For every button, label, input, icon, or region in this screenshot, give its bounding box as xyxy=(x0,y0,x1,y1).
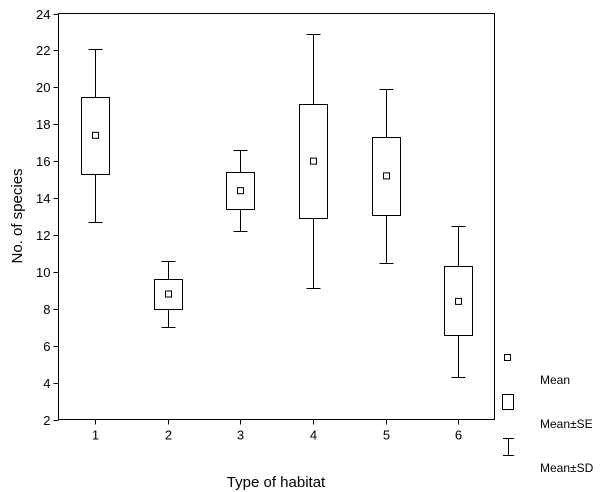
x-axis-title: Type of habitat xyxy=(227,474,326,491)
box-group-5 xyxy=(372,89,401,264)
legend-mean-label: Mean xyxy=(540,373,570,387)
y-tick-label: 20 xyxy=(36,80,50,95)
box-group-3 xyxy=(226,150,255,232)
y-tick-label: 22 xyxy=(36,43,50,58)
box-group-4 xyxy=(299,34,328,289)
mean-marker xyxy=(383,172,390,180)
mean-marker xyxy=(237,187,244,195)
box-group-2 xyxy=(154,261,183,328)
legend-sd-label: Mean±SD xyxy=(540,461,594,475)
x-tick-label: 3 xyxy=(237,428,244,443)
mean-marker xyxy=(165,290,172,298)
y-axis-title: No. of species xyxy=(9,168,26,263)
mean-marker xyxy=(92,131,99,139)
se-box xyxy=(154,279,183,310)
y-tick-label: 14 xyxy=(36,191,50,206)
y-tick-label: 12 xyxy=(36,228,50,243)
box-group-6 xyxy=(444,226,473,378)
plot-frame xyxy=(58,13,495,420)
legend-se-marker xyxy=(502,394,514,410)
mean-marker xyxy=(455,297,462,305)
x-tick-label: 5 xyxy=(383,428,390,443)
x-tick-label: 6 xyxy=(455,428,462,443)
mean-marker xyxy=(310,157,317,165)
legend-se-label: Mean±SE xyxy=(540,417,593,431)
x-tick-label: 2 xyxy=(165,428,172,443)
y-tick-label: 4 xyxy=(43,376,50,391)
legend-sd-marker xyxy=(503,438,514,456)
box-group-1 xyxy=(81,49,110,223)
y-tick-label: 8 xyxy=(43,302,50,317)
y-tick-label: 24 xyxy=(36,7,50,22)
y-tick-label: 6 xyxy=(43,339,50,354)
legend-mean-marker xyxy=(504,354,511,361)
box-series xyxy=(81,34,473,378)
y-tick-label: 2 xyxy=(43,413,50,428)
x-axis: 1 2 3 4 5 6 xyxy=(92,419,462,443)
x-tick-label: 1 xyxy=(92,428,99,443)
legend: Mean Mean±SE Mean±SD xyxy=(502,354,594,475)
y-tick-label: 10 xyxy=(36,265,50,280)
y-tick-label: 16 xyxy=(36,154,50,169)
y-tick-label: 18 xyxy=(36,117,50,132)
x-tick-label: 4 xyxy=(310,428,317,443)
